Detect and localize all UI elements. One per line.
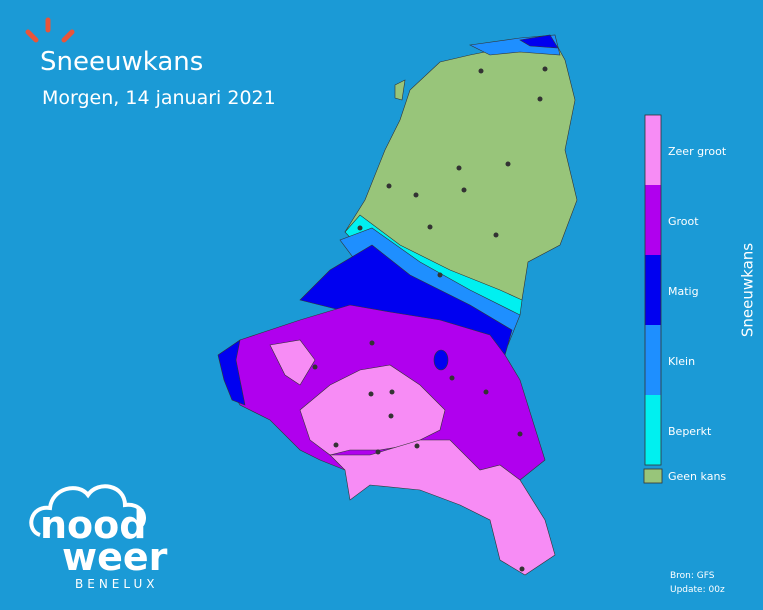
logo-word-2: weer [62, 535, 168, 579]
legend-frame [644, 114, 662, 466]
update: Update: 00z [670, 585, 725, 595]
legend-swatch [645, 325, 661, 395]
legend-label: Zeer groot [668, 145, 727, 158]
map [217, 34, 578, 576]
legend-label: Beperkt [668, 425, 712, 438]
legend-label: Geen kans [668, 470, 726, 483]
legend-swatch [643, 468, 663, 484]
legend-label: Klein [668, 355, 695, 368]
legend-swatch [645, 185, 661, 255]
legend-swatch [645, 115, 661, 185]
source: Bron: GFS [670, 571, 715, 581]
sun-icon [25, 17, 75, 43]
city-dots [312, 66, 548, 572]
legend-label: Groot [668, 215, 699, 228]
legend: Zeer groot Groot Matig Klein Beperkt Geen kan… [643, 114, 727, 484]
subtitle: Morgen, 14 januari 2021 [42, 87, 276, 109]
legend-title: Sneeuwkans [739, 243, 757, 337]
logo-cloud [29, 484, 146, 537]
legend-swatch [645, 255, 661, 325]
legend-swatch [645, 395, 661, 465]
logo-word-1: nood [40, 503, 146, 547]
logo-sub: BENELUX [75, 577, 158, 591]
legend-label: Matig [668, 285, 699, 298]
title: Sneeuwkans [40, 47, 203, 77]
